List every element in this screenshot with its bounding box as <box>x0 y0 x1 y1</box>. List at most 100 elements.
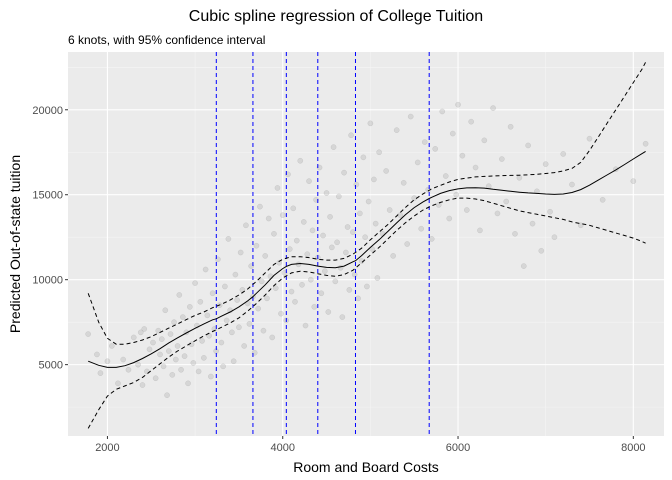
chart-subtitle: 6 knots, with 95% confidence interval <box>68 33 266 47</box>
scatter-point <box>341 169 347 176</box>
scatter-point <box>267 273 274 280</box>
scatter-point <box>360 154 367 161</box>
scatter-point <box>321 268 328 275</box>
scatter-point <box>265 215 272 222</box>
scatter-point <box>300 219 307 225</box>
x-tick-label: 6000 <box>446 442 470 454</box>
minor-gridlines <box>68 52 664 436</box>
scatter-point <box>234 297 241 303</box>
scatter-point <box>507 123 514 130</box>
scatter-point <box>414 159 421 166</box>
scatter-point <box>339 314 346 320</box>
chart-title: Cubic spline regression of College Tuiti… <box>188 8 484 25</box>
scatter-point <box>167 331 174 337</box>
scatter-point <box>538 247 545 254</box>
scatter-point <box>586 135 593 142</box>
scatter-point <box>364 283 370 290</box>
scatter-point <box>286 246 293 252</box>
scatter-point <box>264 295 270 302</box>
scatter-point <box>185 380 191 387</box>
scatter-point <box>94 351 100 358</box>
scatter-point <box>108 343 115 349</box>
line-upper-95-ci <box>87 61 647 345</box>
scatter-point <box>342 249 349 256</box>
scatter-point <box>547 208 553 215</box>
scatter-point <box>442 173 449 179</box>
scatter-point <box>630 178 637 184</box>
scatter-point <box>472 164 479 171</box>
scatter-point <box>220 363 226 370</box>
scatter-point <box>332 278 339 285</box>
scatter-point <box>262 253 269 259</box>
scatter-point <box>542 161 549 167</box>
scatter-point <box>421 139 428 145</box>
scatter-point <box>258 278 265 285</box>
scatter-point <box>330 144 337 151</box>
scatter-point <box>302 322 309 329</box>
scatter-point <box>120 356 127 363</box>
scatter-point <box>299 281 305 288</box>
scatter-point <box>135 361 141 368</box>
scatter-point <box>306 178 312 184</box>
scatter-point <box>130 334 137 341</box>
scatter-point <box>208 373 214 380</box>
scatter-point <box>304 251 311 258</box>
scatter-point <box>468 118 475 125</box>
scatter-point <box>104 358 111 365</box>
scatter-point <box>230 358 237 365</box>
scatter-point <box>295 261 302 268</box>
scatter-point <box>176 292 183 298</box>
scatter-point <box>218 339 225 346</box>
scatter-point <box>157 351 163 358</box>
scatter-point <box>400 179 407 186</box>
scatter-point <box>372 220 379 227</box>
scatter-point <box>481 137 488 144</box>
y-tick-label: 20000 <box>32 105 63 117</box>
scatter-point <box>197 298 204 305</box>
scatter-point <box>125 366 132 373</box>
scatter-point <box>642 140 649 147</box>
scatter-point <box>253 242 260 249</box>
scatter-point <box>278 310 284 317</box>
scatter-point <box>241 343 248 349</box>
scatter-point <box>255 305 262 312</box>
scatter-point <box>165 348 172 354</box>
scatter-point <box>85 331 92 337</box>
scatter-point <box>344 224 351 230</box>
scatter-point <box>162 307 169 314</box>
scatter-point <box>297 157 304 164</box>
x-tick-label: 2000 <box>95 442 119 454</box>
scatter-point <box>335 193 342 200</box>
scatter-point <box>155 327 162 334</box>
scatter-point <box>237 249 244 256</box>
scatter-point <box>202 266 209 273</box>
scatter-point <box>201 354 207 361</box>
scatter-point <box>260 327 267 334</box>
scatter-point <box>223 317 230 324</box>
scatter-point <box>290 205 297 212</box>
scatter-point <box>355 295 361 302</box>
scatter-point <box>320 232 326 239</box>
scatter-point <box>179 314 186 320</box>
axis-ticks: 2000 4000 6000 8000 5000 10000 15000 20000 <box>32 105 645 454</box>
scatter-point <box>350 229 356 235</box>
line-lower-95-ci <box>87 197 646 429</box>
scatter-point <box>172 356 179 363</box>
scatter-point <box>169 371 176 378</box>
scatter-point <box>459 152 466 159</box>
scatter-point <box>346 287 353 293</box>
scatter-point <box>232 271 239 278</box>
scatter-point <box>181 353 188 359</box>
scatter-point <box>577 222 584 229</box>
scatter-point <box>115 380 121 387</box>
scatter-point <box>327 213 333 220</box>
scatter-point <box>432 145 439 152</box>
scatter-point <box>390 253 397 259</box>
scatter-point <box>374 275 381 281</box>
scatter-point <box>386 207 393 213</box>
scatter-point <box>293 237 300 244</box>
scatter-point <box>529 220 536 227</box>
y-axis-title: Predicted Out-of-state tuition <box>7 155 23 333</box>
scatter-point <box>204 312 211 319</box>
